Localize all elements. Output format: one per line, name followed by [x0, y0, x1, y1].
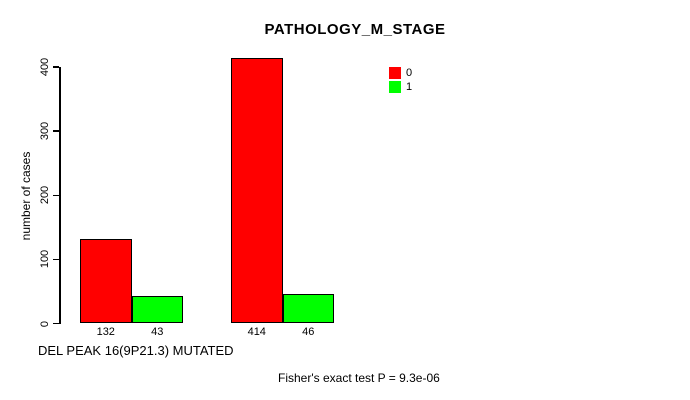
y-axis-tick-label-400: 400	[39, 57, 51, 77]
chart-title: PATHOLOGY_M_STAGE	[264, 21, 446, 38]
bar-group-1-series-0	[80, 238, 132, 324]
bar-group-2-series-1	[282, 294, 334, 324]
x-axis-label: DEL PEAK 16(9P21.3) MUTATED	[38, 343, 234, 358]
legend-label-1: 1	[406, 80, 413, 93]
y-axis-tick-label-200: 200	[39, 186, 51, 205]
y-axis-tick-300	[53, 130, 59, 132]
y-axis-tick-0	[53, 322, 59, 325]
fisher-exact-test-annotation: Fisher's exact test P = 9.3e-06	[278, 371, 440, 385]
bar-count-label-group-2-series-1: 46	[302, 326, 315, 338]
y-axis-tick-100	[53, 258, 59, 261]
y-axis-tick-label-0: 0	[39, 320, 51, 327]
legend-item-1: 1	[389, 80, 412, 93]
y-axis-tick-400	[53, 66, 59, 68]
bar-count-label-group-1-series-0: 132	[96, 326, 115, 338]
y-axis-label: number of cases	[19, 151, 33, 241]
bar-group-1-series-1	[131, 295, 183, 324]
y-axis-line	[59, 67, 61, 324]
legend-swatch-0	[389, 66, 401, 79]
legend-item-0: 0	[389, 66, 412, 79]
y-axis-tick-label-300: 300	[39, 121, 51, 141]
bar-group-2-series-0	[231, 58, 283, 324]
bar-count-label-group-2-series-0: 414	[247, 326, 266, 338]
legend-label-0: 0	[406, 66, 413, 79]
y-axis-tick-label-100: 100	[39, 250, 51, 269]
bar-count-label-group-1-series-1: 43	[151, 326, 164, 338]
legend-swatch-1	[389, 80, 401, 93]
y-axis-tick-200	[53, 194, 59, 196]
